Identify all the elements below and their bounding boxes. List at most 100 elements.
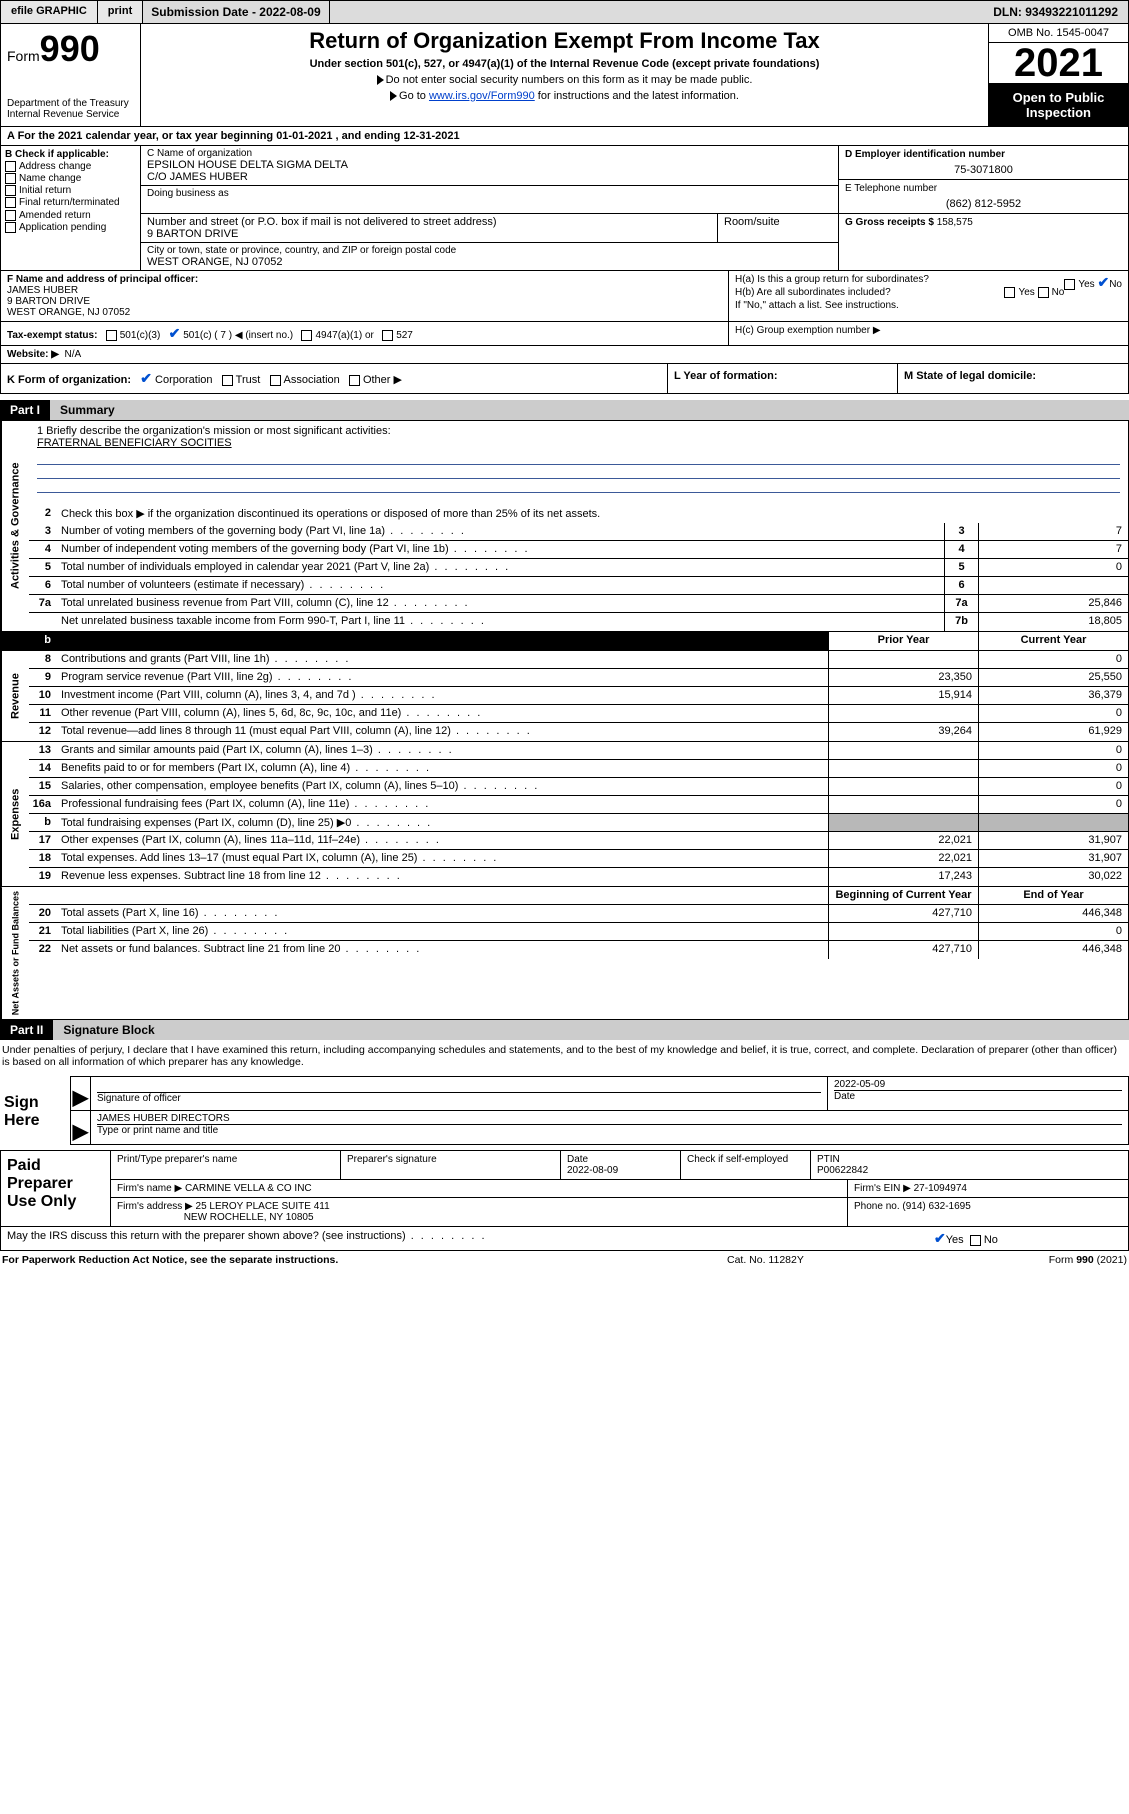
firm-name: CARMINE VELLA & CO INC — [185, 1183, 312, 1194]
prior-value — [828, 778, 978, 795]
checkbox-icon[interactable] — [1038, 287, 1049, 298]
sign-here-block: Sign Here ▶ Signature of officer 2022-05… — [0, 1076, 1129, 1148]
checkbox-icon[interactable] — [5, 210, 16, 221]
m-label: M State of legal domicile: — [904, 370, 1036, 382]
may-irs-row: May the IRS discuss this return with the… — [0, 1227, 1129, 1251]
firm-addr2: NEW ROCHELLE, NY 10805 — [184, 1212, 314, 1223]
page-footer: For Paperwork Reduction Act Notice, see … — [0, 1251, 1129, 1269]
line-desc: Total expenses. Add lines 13–17 (must eq… — [57, 850, 828, 867]
line-desc: Revenue less expenses. Subtract line 18 … — [57, 868, 828, 886]
line-desc: Contributions and grants (Part VIII, lin… — [57, 651, 828, 668]
line-num: 14 — [29, 760, 57, 777]
current-value: 31,907 — [978, 850, 1128, 867]
checkbox-icon[interactable] — [301, 330, 312, 341]
checkbox-icon[interactable] — [5, 222, 16, 233]
sig-officer-label: Signature of officer — [97, 1093, 821, 1104]
checkbox-icon[interactable] — [1064, 279, 1075, 290]
i-501c3: 501(c)(3) — [120, 330, 161, 341]
checkbox-icon[interactable] — [5, 161, 16, 172]
hdr-current: Current Year — [978, 632, 1128, 650]
i-4947: 4947(a)(1) or — [315, 330, 373, 341]
print-button[interactable]: print — [98, 1, 143, 23]
topbar-spacer — [330, 1, 984, 23]
line-num: 7a — [29, 595, 57, 612]
self-employed-cell: Check if self-employed — [681, 1151, 811, 1179]
part-i-tag: Part I — [0, 400, 50, 420]
current-value: 36,379 — [978, 687, 1128, 704]
subtitle-3: Go to www.irs.gov/Form990 for instructio… — [151, 90, 978, 102]
line-num: 12 — [29, 723, 57, 741]
vtab-revenue: Revenue — [1, 651, 29, 741]
org-name-1: EPSILON HOUSE DELTA SIGMA DELTA — [147, 159, 832, 171]
hdr-body: b Prior Year Current Year — [29, 632, 1128, 650]
current-value: 0 — [978, 778, 1128, 795]
firm-addr1: 25 LEROY PLACE SUITE 411 — [196, 1201, 330, 1212]
gross-value: 158,575 — [937, 217, 973, 228]
current-value: 0 — [978, 796, 1128, 813]
k-trust: Trust — [236, 374, 261, 386]
prior-value — [828, 742, 978, 759]
line-num: 10 — [29, 687, 57, 704]
current-value: 30,022 — [978, 868, 1128, 886]
efile-graphic-button[interactable]: efile GRAPHIC — [1, 1, 98, 23]
name-title-label: Type or print name and title — [97, 1125, 1122, 1136]
table-row: 8 Contributions and grants (Part VIII, l… — [29, 651, 1128, 669]
l-label: L Year of formation: — [674, 370, 778, 382]
vtab-governance: Activities & Governance — [1, 421, 29, 631]
prep-date-label: Date — [567, 1154, 588, 1165]
city-label: City or town, state or province, country… — [147, 245, 832, 256]
checkbox-icon[interactable] — [349, 375, 360, 386]
box-i: Tax-exempt status: 501(c)(3) ✔ 501(c) ( … — [1, 322, 728, 345]
line-value: 25,846 — [978, 595, 1128, 612]
part-ii-bar: Part II Signature Block — [0, 1020, 1129, 1040]
firm-name-cell: Firm's name ▶ CARMINE VELLA & CO INC — [111, 1180, 848, 1197]
prior-value — [828, 760, 978, 777]
ptin-value: P00622842 — [817, 1165, 868, 1176]
checkbox-icon[interactable] — [5, 197, 16, 208]
checkbox-icon[interactable] — [5, 173, 16, 184]
checkbox-icon[interactable] — [970, 1235, 981, 1246]
paid-preparer-block: Paid Preparer Use Only Print/Type prepar… — [0, 1150, 1129, 1227]
checkbox-icon[interactable] — [5, 185, 16, 196]
line-num: 19 — [29, 868, 57, 886]
rule-line — [37, 451, 1120, 465]
department-label: Department of the Treasury Internal Reve… — [7, 98, 134, 120]
opt-label: Address change — [19, 161, 91, 172]
checkbox-icon[interactable] — [106, 330, 117, 341]
box-b-head: B Check if applicable: — [5, 149, 136, 160]
line-num — [29, 613, 57, 631]
tax-year: 2021 — [989, 43, 1128, 84]
box-deg: D Employer identification number 75-3071… — [838, 146, 1128, 270]
firm-name-label: Firm's name ▶ — [117, 1183, 182, 1194]
section-revenue: Revenue 8 Contributions and grants (Part… — [0, 651, 1129, 742]
table-row: 4 Number of independent voting members o… — [29, 541, 1128, 559]
form-title: Return of Organization Exempt From Incom… — [151, 28, 978, 54]
checkbox-icon[interactable] — [222, 375, 233, 386]
line-desc: Other expenses (Part IX, column (A), lin… — [57, 832, 828, 849]
table-row: 15 Salaries, other compensation, employe… — [29, 778, 1128, 796]
h-note: If "No," attach a list. See instructions… — [735, 300, 1122, 311]
current-value: 61,929 — [978, 723, 1128, 741]
room-suite: Room/suite — [718, 214, 838, 242]
prior-value: 15,914 — [828, 687, 978, 704]
table-row: 20 Total assets (Part X, line 16) 427,71… — [29, 905, 1128, 923]
irs-link[interactable]: www.irs.gov/Form990 — [429, 90, 535, 102]
col-headers: b Prior Year Current Year — [29, 632, 1128, 650]
line-box: 3 — [944, 523, 978, 540]
checkbox-icon[interactable] — [270, 375, 281, 386]
table-row: 22 Net assets or fund balances. Subtract… — [29, 941, 1128, 959]
sig-line — [97, 1079, 821, 1093]
part-i-bar: Part I Summary — [0, 400, 1129, 420]
line-box: 7b — [944, 613, 978, 631]
org-name-2: C/O JAMES HUBER — [147, 171, 832, 183]
opt-label: Final return/terminated — [19, 198, 120, 209]
box-g: G Gross receipts $ 158,575 — [839, 214, 1128, 231]
checkbox-icon[interactable] — [1004, 287, 1015, 298]
opt-amended-return: Amended return — [5, 210, 136, 221]
part-ii-title: Signature Block — [53, 1020, 1129, 1040]
prep-row-3: Firm's address ▶ 25 LEROY PLACE SUITE 41… — [111, 1198, 1128, 1226]
line-num: 11 — [29, 705, 57, 722]
opt-label: Name change — [19, 173, 81, 184]
ein-value: 75-3071800 — [845, 160, 1122, 176]
checkbox-icon[interactable] — [382, 330, 393, 341]
